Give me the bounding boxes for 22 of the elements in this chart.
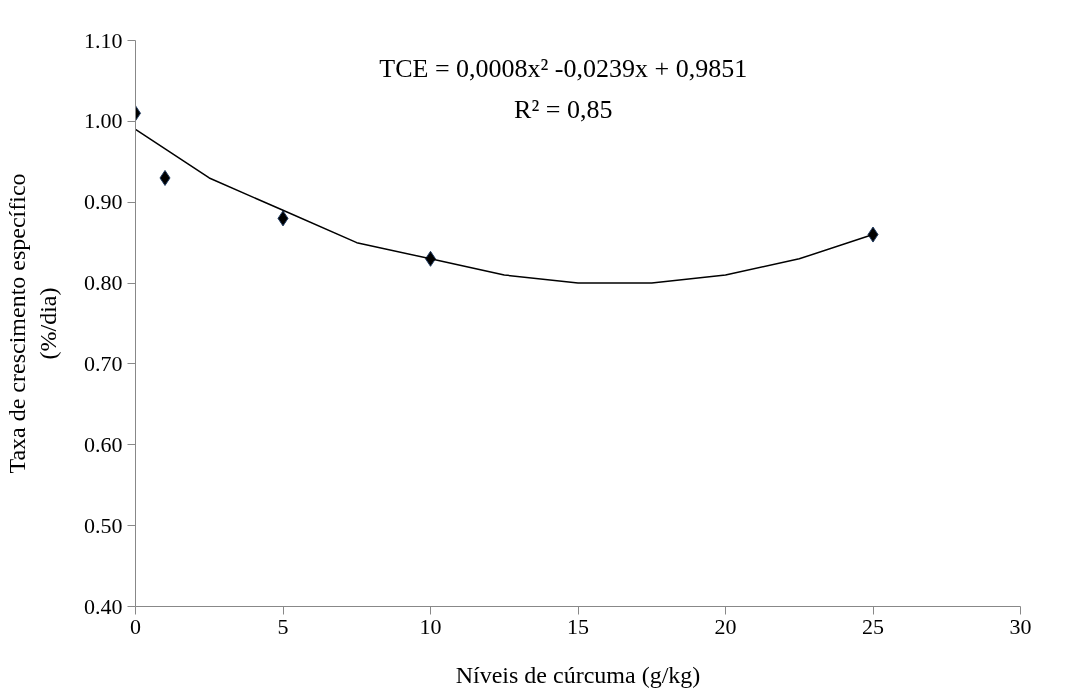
y-tick-label: 1.00 (84, 108, 123, 134)
x-tick-label: 30 (1009, 613, 1032, 639)
x-tick-label: 5 (277, 613, 289, 639)
x-tick-label: 10 (419, 613, 442, 639)
y-tick-label: 0.70 (84, 350, 123, 376)
annotation: R² = 0,85 (514, 94, 613, 124)
x-tick-label: 0 (130, 613, 141, 639)
x-tick-label: 25 (862, 613, 884, 639)
y-axis-title: Taxa de crescimento específico (%/dia) (3, 173, 61, 474)
x-tick-label: 20 (714, 613, 737, 639)
y-tick-label: 0.80 (84, 270, 123, 296)
x-tick-label: 15 (567, 613, 589, 639)
x-axis-title: Níveis de cúrcuma (g/kg) (455, 661, 701, 688)
point (159, 169, 171, 186)
y-tick-label: 0.40 (84, 593, 123, 619)
annotation: TCE = 0,0008x² -0,0239x + 0,9851 (379, 54, 748, 84)
y-tick-label: 0.60 (84, 431, 123, 457)
y-tick-label: 0.50 (84, 512, 123, 538)
point (277, 210, 289, 227)
y-tick-label: 0.90 (84, 189, 123, 215)
y-tick-label: 1.10 (84, 27, 123, 53)
point (867, 226, 879, 243)
